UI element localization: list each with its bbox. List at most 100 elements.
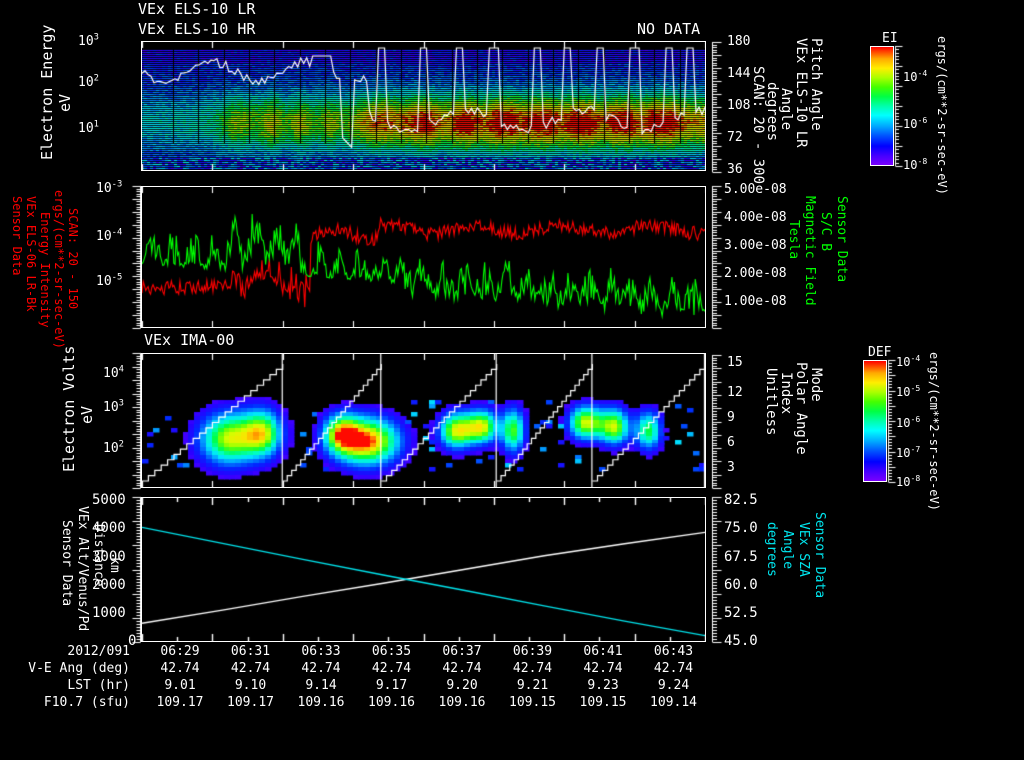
colorbar1-tick-0: 10-4	[903, 68, 928, 84]
table-cell-f107-5: 109.15	[509, 695, 556, 710]
table-cell-ve-ang-5: 42.74	[512, 661, 553, 676]
panel4-right-ytick-2: 67.5	[724, 549, 758, 565]
panel1-title-hr: VEx ELS-10 HR	[138, 20, 256, 38]
panel3-right-ytick-0: 15	[727, 355, 743, 370]
colorbar1-tick-1: 10-6	[903, 115, 928, 131]
colorbar1-units: ergs/(cm**2-sr-sec-eV)	[935, 36, 949, 195]
panel4-left-label-alt: VEx Alt/Venus/Pd	[75, 506, 90, 632]
panel1-right-label-angle: Angle	[778, 88, 794, 131]
colorbar2-units: ergs/(cm**2-sr-sec-eV)	[927, 352, 941, 511]
panel4-right-ytick-1: 75.0	[724, 520, 758, 536]
panel4-right-ytick-0: 82.5	[724, 492, 758, 508]
table-cell-ve-ang-3: 42.74	[371, 661, 412, 676]
panel1-yunits: eV	[56, 93, 74, 112]
panel1-ylabel: Electron Energy	[38, 24, 56, 160]
colorbar2-title: DEF	[868, 345, 892, 360]
panel2-right-label-sensor-data: Sensor Data	[834, 196, 849, 283]
panel4-right-label-angle: Angle	[780, 530, 795, 570]
panel2-right-ytick-1: 4.00e-08	[724, 210, 787, 225]
panel1-right-ytick-4: 36	[727, 162, 743, 177]
colorbar2-tick-2: 10-6	[896, 414, 921, 430]
panel1-right-ytick-1: 144	[727, 66, 751, 81]
panel1-right-ytick-3: 72	[727, 130, 743, 145]
panel2-right-ytick-4: 1.00e-08	[724, 294, 787, 309]
table-cell-time-7: 06:43	[653, 644, 694, 659]
panel4-left-ytick-2: 3000	[92, 549, 126, 565]
table-cell-ve-ang-4: 42.74	[442, 661, 482, 676]
panel4-left-ytick-1: 4000	[92, 520, 126, 536]
table-row-label-date: 2012/091	[67, 644, 130, 659]
table-cell-lst-2: 9.14	[305, 678, 337, 693]
colorbar2-gradient	[863, 360, 887, 482]
panel1-right-ytick-0: 180	[727, 34, 751, 49]
panel3-right-ytick-2: 9	[727, 410, 735, 425]
panel1-right-label-instrument: VEx ELS-10 LR	[793, 38, 809, 148]
panel3-ytick-1: 103	[103, 398, 124, 415]
colorbar1-title: EI	[882, 31, 898, 46]
table-cell-ve-ang-7: 42.74	[653, 661, 694, 676]
colorbar2-tick-0: 10-4	[896, 353, 921, 369]
panel4-right-label-sza: VEx SZA	[796, 522, 811, 577]
panel1-right-label-scan: SCAN: 20 - 300	[750, 66, 766, 185]
table-row-label-ve-ang: V-E Ang (deg)	[28, 661, 130, 676]
table-cell-ve-ang-1: 42.74	[230, 661, 271, 676]
panel4-plot-area	[141, 497, 706, 642]
panel3-title: VEx IMA-00	[144, 331, 235, 349]
table-cell-lst-7: 9.24	[657, 678, 690, 693]
colorbar1-gradient	[870, 46, 894, 166]
panel4-right-label-degrees: degrees	[764, 522, 779, 577]
panel3-right-label-unitless: Unitless	[763, 368, 779, 436]
panel3-ytick-0: 104	[103, 364, 124, 381]
table-cell-f107-2: 109.16	[297, 695, 345, 710]
table-cell-time-1: 06:31	[230, 644, 271, 659]
table-cell-ve-ang-6: 42.74	[583, 661, 623, 676]
table-cell-lst-6: 9.23	[587, 678, 619, 693]
panel4-right-ytick-3: 60.0	[724, 577, 758, 593]
panel3-ytick-2: 102	[103, 439, 124, 456]
panel1-ytick-2: 101	[78, 119, 99, 136]
colorbar1-tick-2: 10-8	[903, 156, 928, 172]
panel2-left-label-instrument: VEx ELS-06 LR-Bk	[24, 196, 38, 312]
table-cell-lst-0: 9.01	[164, 678, 196, 693]
panel4-left-label-sensor-data: Sensor Data	[59, 520, 74, 607]
table-row-label-lst: LST (hr)	[67, 678, 130, 693]
panel2-right-ytick-0: 5.00e-08	[724, 182, 787, 197]
panel3-right-label-polar-angle: Polar Angle	[793, 362, 809, 455]
table-cell-lst-4: 9.20	[446, 678, 478, 693]
table-cell-f107-3: 109.16	[368, 695, 415, 710]
table-cell-time-5: 06:39	[512, 644, 553, 659]
panel3-right-label-mode: Mode	[808, 368, 824, 402]
panel1-ytick-0: 103	[78, 32, 99, 49]
panel2-left-ytick-0: 10-3	[96, 179, 123, 196]
colorbar2-tick-4: 10-8	[896, 473, 921, 489]
panel1-ytick-1: 102	[78, 73, 99, 90]
panel2-left-label-scan: SCAN: 20 - 150	[66, 208, 80, 310]
table-cell-lst-3: 9.17	[375, 678, 408, 693]
table-cell-time-2: 06:33	[301, 644, 341, 659]
table-cell-f107-0: 109.17	[156, 695, 204, 710]
panel3-plot-area	[141, 353, 706, 488]
panel2-left-label-units: ergs/(cm**2-sr-sec-eV)	[52, 190, 66, 349]
panel3-right-ytick-1: 12	[727, 385, 743, 400]
panel4-left-ytick-4: 1000	[92, 605, 126, 621]
panel1-title-lr: VEx ELS-10 LR	[138, 0, 256, 18]
panel2-right-ytick-3: 2.00e-08	[724, 266, 787, 281]
panel4-left-ytick-0: 5000	[92, 492, 126, 508]
panel2-plot-area	[141, 186, 706, 328]
table-cell-lst-5: 9.21	[516, 678, 549, 693]
axis-annotation-table: 2012/091 V-E Ang (deg) LST (hr) F10.7 (s…	[0, 640, 1024, 710]
panel2-left-label-quantity: Energy Intensity	[38, 212, 52, 328]
colorbar2-tick-1: 10-5	[896, 383, 921, 399]
panel2-right-label-tesla: Tesla	[786, 220, 801, 260]
panel4-right-label-sensor-data: Sensor Data	[812, 512, 827, 599]
survey-plot-figure: VEx ELS-10 LR VEx ELS-10 HR NO DATA Elec…	[0, 0, 1024, 710]
panel1-right-ytick-2: 108	[727, 98, 751, 113]
panel4-right-ytick-5: 45.0	[724, 633, 758, 649]
table-cell-f107-1: 109.17	[227, 695, 274, 710]
panel3-yunits: eV	[78, 405, 96, 424]
table-cell-time-0: 06:29	[160, 644, 200, 659]
table-cell-ve-ang-2: 42.74	[301, 661, 341, 676]
panel2-left-label-sensor-data: Sensor Data	[10, 196, 24, 276]
table-cell-ve-ang-0: 42.74	[160, 661, 200, 676]
panel2-right-label-sc-b: S/C B	[818, 212, 833, 252]
